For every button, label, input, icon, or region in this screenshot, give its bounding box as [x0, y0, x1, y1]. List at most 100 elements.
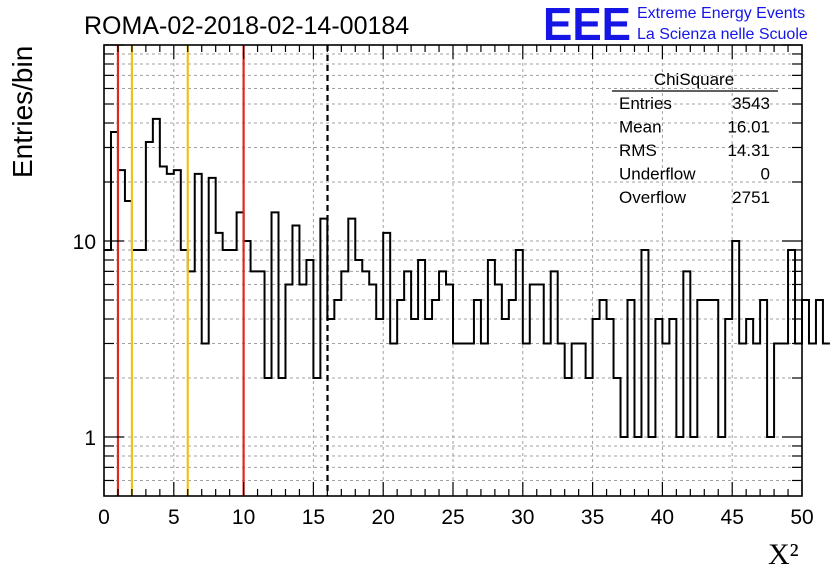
x-tick-label-50: 50: [790, 506, 813, 529]
histogram-bin-40: [383, 233, 390, 496]
histogram-bin-75: [628, 300, 635, 496]
stats-value-mean: 16.01: [727, 118, 770, 137]
histogram-bin-87: [711, 300, 718, 496]
x-tick-label-20: 20: [372, 506, 395, 529]
histogram-bin-10: [174, 170, 181, 496]
histogram-bin-29: [306, 260, 313, 496]
histogram-bin-65: [558, 343, 565, 496]
axis-ticks: 0 5 10 15 20 25 30 35 40 45 50 1 10: [73, 44, 814, 529]
histogram-bin-37: [362, 271, 369, 496]
histogram-bin-43: [404, 271, 411, 496]
eee-logo: EEE Extreme Energy Events La Scienza nel…: [543, 0, 808, 50]
x-axis-title: X²: [768, 538, 799, 571]
histogram-bin-72: [607, 319, 614, 496]
stats-title: ChiSquare: [654, 70, 734, 89]
histogram-bin-52: [467, 343, 474, 496]
histogram-bin-27: [292, 225, 299, 496]
histogram-bin-59: [516, 250, 523, 496]
histogram-bin-16: [216, 233, 223, 496]
histogram-bin-63: [544, 343, 551, 496]
histogram-bin-13: [195, 174, 202, 496]
histogram-bin-34: [341, 271, 348, 496]
histogram-bin-90: [732, 241, 739, 496]
histogram-bin-69: [586, 378, 593, 496]
stats-value-rms: 14.31: [727, 141, 770, 160]
histogram-bin-92: [746, 319, 753, 496]
histogram-bin-101: [809, 343, 816, 496]
histogram-bin-31: [320, 219, 327, 496]
histogram-bin-47: [432, 300, 439, 496]
histogram-bin-35: [348, 219, 355, 496]
histogram-bin-7: [153, 119, 160, 496]
histogram-bin-25: [279, 378, 286, 496]
histogram-bin-71: [600, 300, 607, 496]
histogram-bin-83: [683, 271, 690, 496]
histogram-bin-98: [788, 250, 795, 496]
histogram-bin-91: [739, 343, 746, 496]
stats-label-underflow: Underflow: [619, 165, 696, 184]
histogram-bin-76: [634, 437, 641, 496]
stats-value-entries: 3543: [732, 94, 770, 113]
histogram-bin-38: [369, 284, 376, 496]
histogram-bin-51: [460, 343, 467, 496]
stats-label-entries: Entries: [619, 94, 672, 113]
histogram-bin-96: [774, 343, 781, 496]
stats-value-underflow: 0: [761, 165, 770, 184]
stats-label-rms: RMS: [619, 141, 657, 160]
stats-label-overflow: Overflow: [619, 188, 687, 207]
histogram-bin-50: [453, 343, 460, 496]
histogram-bin-89: [725, 319, 732, 496]
chart-title: ROMA-02-2018-02-14-00184: [84, 12, 409, 40]
histogram-bin-44: [411, 319, 418, 496]
histogram-outline: [104, 117, 830, 438]
x-tick-label-0: 0: [98, 506, 110, 529]
histogram-bin-60: [523, 343, 530, 496]
stats-rows: Entries 3543 Mean 16.01 RMS 14.31 Underflow 0 Ov…: [619, 94, 770, 207]
histogram-bin-55: [488, 260, 495, 496]
histogram-bin-18: [230, 250, 237, 496]
logo-line2: La Scienza nelle Scuole: [637, 26, 808, 43]
histogram-bin-84: [690, 437, 697, 496]
histogram-bin-8: [160, 166, 167, 496]
histogram-bin-61: [530, 284, 537, 496]
histogram-bin-57: [502, 319, 509, 496]
histogram-bin-0: [104, 250, 111, 496]
histogram-bin-15: [209, 178, 216, 496]
stats-value-overflow: 2751: [732, 188, 770, 207]
x-tick-label-45: 45: [721, 506, 744, 529]
histogram-bin-73: [614, 378, 621, 496]
histogram-bin-97: [781, 343, 788, 496]
y-axis-title: Entries/bin: [7, 46, 38, 178]
stats-label-mean: Mean: [619, 118, 662, 137]
histogram-bin-5: [139, 250, 146, 496]
x-tick-label-15: 15: [302, 506, 325, 529]
histogram-bin-36: [355, 260, 362, 496]
histogram-layer: [104, 117, 830, 496]
histogram-bin-48: [439, 271, 446, 496]
histogram-bin-82: [676, 437, 683, 496]
x-tick-label-25: 25: [441, 506, 464, 529]
histogram-bin-26: [285, 284, 292, 496]
histogram-bin-70: [593, 319, 600, 496]
histogram-bin-103: [823, 343, 830, 496]
histogram-bin-23: [265, 378, 272, 496]
histogram-bin-30: [313, 378, 320, 496]
histogram-bin-67: [572, 343, 579, 496]
histogram-bin-17: [223, 250, 230, 496]
histogram-bin-94: [760, 300, 767, 496]
histogram-bin-93: [753, 343, 760, 496]
histogram-bin-66: [565, 378, 572, 496]
stats-box: ChiSquare Entries 3543 Mean 16.01 RMS 14.31 Un…: [612, 70, 778, 207]
histogram-bin-102: [816, 300, 823, 496]
histogram-bin-88: [718, 437, 725, 496]
x-tick-label-35: 35: [581, 506, 604, 529]
histogram-bin-64: [551, 271, 558, 496]
histogram-bin-54: [481, 343, 488, 496]
histogram-bin-86: [704, 300, 711, 496]
logo-mark: EEE: [543, 0, 631, 50]
y-tick-label-1: 1: [84, 427, 96, 450]
histogram-bin-6: [146, 142, 153, 496]
x-tick-label-10: 10: [232, 506, 255, 529]
histogram-bin-95: [767, 437, 774, 496]
histogram-bin-85: [697, 300, 704, 496]
